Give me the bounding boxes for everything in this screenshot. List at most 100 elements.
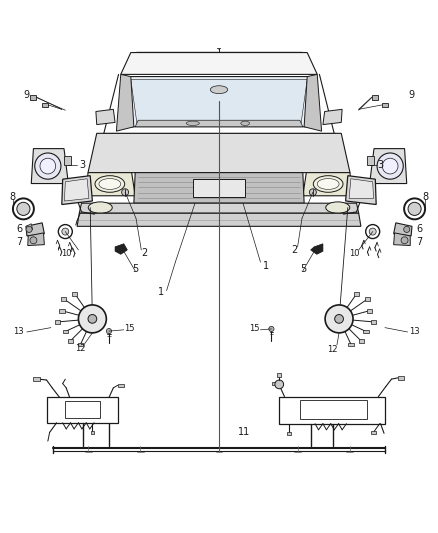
Text: 1: 1 [263, 261, 269, 271]
Circle shape [369, 228, 376, 235]
Text: 9: 9 [408, 91, 414, 100]
Circle shape [106, 328, 112, 334]
Polygon shape [193, 179, 245, 197]
Circle shape [122, 189, 129, 196]
Ellipse shape [26, 227, 32, 232]
Ellipse shape [404, 227, 410, 232]
Polygon shape [33, 377, 40, 381]
Polygon shape [349, 343, 353, 346]
Polygon shape [382, 103, 388, 107]
Text: 11: 11 [238, 426, 251, 437]
Polygon shape [60, 309, 65, 312]
Polygon shape [78, 343, 83, 346]
Circle shape [17, 203, 30, 215]
Text: 5: 5 [300, 264, 307, 274]
Text: 6: 6 [16, 224, 22, 235]
Polygon shape [371, 320, 377, 324]
Polygon shape [42, 103, 48, 107]
Circle shape [40, 158, 56, 174]
Circle shape [217, 46, 221, 49]
Polygon shape [359, 340, 364, 343]
Polygon shape [365, 297, 370, 301]
Text: 13: 13 [13, 327, 24, 336]
Polygon shape [26, 224, 32, 231]
Text: 9: 9 [23, 91, 29, 100]
Polygon shape [398, 376, 404, 380]
Polygon shape [131, 79, 307, 123]
Circle shape [382, 158, 398, 174]
Polygon shape [349, 179, 374, 198]
Polygon shape [88, 133, 350, 173]
Polygon shape [86, 173, 135, 196]
Text: 15: 15 [249, 325, 259, 334]
Circle shape [62, 228, 69, 235]
Polygon shape [323, 109, 342, 125]
Circle shape [35, 153, 61, 179]
Polygon shape [62, 176, 92, 205]
Text: 7: 7 [16, 237, 22, 247]
Polygon shape [311, 244, 323, 254]
Text: 13: 13 [409, 327, 420, 336]
Ellipse shape [313, 176, 343, 192]
Text: 10: 10 [61, 249, 71, 258]
Text: 12: 12 [327, 345, 338, 354]
Circle shape [78, 305, 106, 333]
Ellipse shape [95, 176, 125, 192]
Text: 12: 12 [75, 344, 85, 353]
Polygon shape [61, 297, 67, 301]
Ellipse shape [99, 179, 121, 189]
Polygon shape [394, 233, 410, 246]
Ellipse shape [88, 202, 112, 213]
Ellipse shape [30, 237, 37, 244]
Polygon shape [72, 292, 78, 296]
Text: 8: 8 [10, 192, 16, 201]
Polygon shape [77, 213, 361, 227]
Text: 7: 7 [416, 237, 422, 247]
Polygon shape [371, 431, 376, 434]
Polygon shape [30, 95, 36, 100]
Polygon shape [55, 320, 60, 324]
Polygon shape [79, 203, 359, 213]
Circle shape [408, 203, 421, 215]
Polygon shape [304, 75, 321, 131]
Polygon shape [26, 223, 44, 236]
Circle shape [335, 314, 343, 323]
Ellipse shape [210, 86, 228, 94]
Polygon shape [121, 53, 317, 75]
Ellipse shape [186, 121, 199, 125]
Polygon shape [28, 233, 44, 246]
Polygon shape [272, 382, 279, 385]
Polygon shape [394, 223, 412, 236]
Text: 1: 1 [158, 287, 164, 297]
Polygon shape [277, 374, 282, 376]
Polygon shape [370, 149, 407, 183]
Polygon shape [354, 292, 359, 296]
Text: 5: 5 [132, 264, 138, 274]
Polygon shape [135, 120, 303, 127]
Circle shape [309, 189, 316, 196]
Polygon shape [91, 431, 94, 434]
Polygon shape [64, 179, 89, 201]
Text: 3: 3 [80, 160, 86, 170]
Ellipse shape [317, 179, 339, 189]
Polygon shape [372, 95, 378, 100]
Circle shape [325, 305, 353, 333]
Polygon shape [346, 176, 376, 205]
Ellipse shape [326, 202, 350, 213]
Polygon shape [31, 149, 68, 183]
Circle shape [88, 314, 97, 323]
Polygon shape [118, 384, 124, 387]
Polygon shape [115, 244, 127, 254]
Text: 3: 3 [378, 160, 384, 170]
Polygon shape [367, 309, 372, 312]
Polygon shape [96, 109, 115, 125]
Polygon shape [303, 173, 352, 196]
Text: 10: 10 [349, 249, 360, 258]
Ellipse shape [401, 237, 408, 244]
Ellipse shape [241, 121, 250, 125]
Polygon shape [67, 340, 73, 343]
Circle shape [269, 326, 274, 332]
Circle shape [377, 153, 403, 179]
Text: 15: 15 [124, 325, 135, 334]
Circle shape [275, 380, 284, 389]
